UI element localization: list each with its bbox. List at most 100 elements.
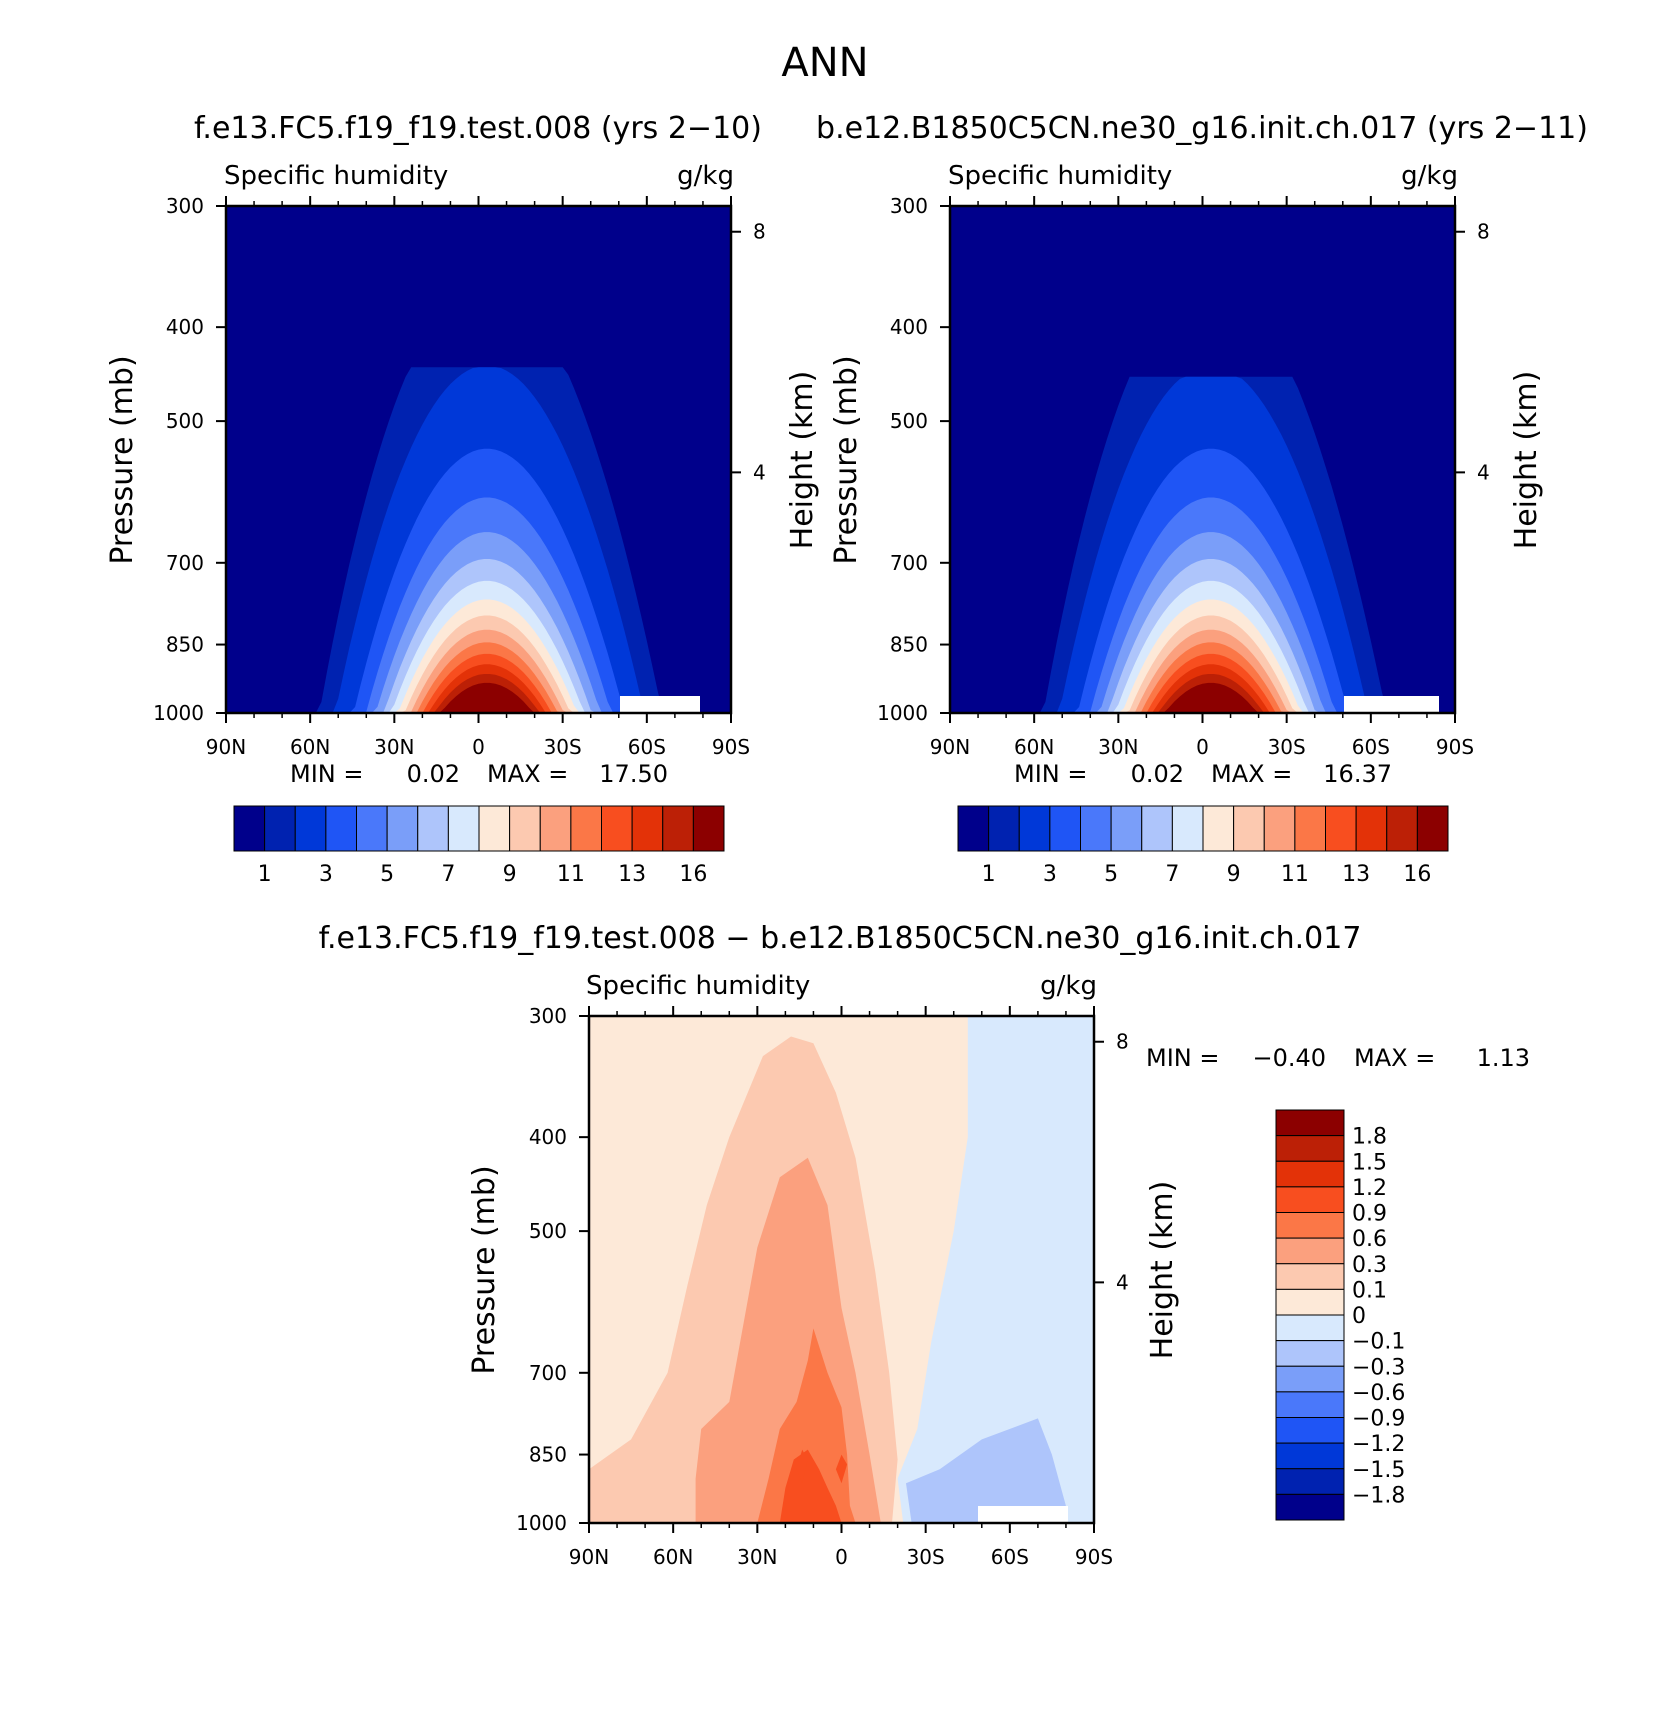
y-tick-label: 300 [529,1004,567,1028]
colorbar-label: −0.1 [1352,1330,1405,1355]
colorbar-label: −1.8 [1352,1483,1405,1508]
colorbar-box [325,805,357,852]
panel2-ylabel: Pressure (mb) [829,355,864,564]
colorbar-box [509,805,541,852]
panel3-colorbar: 1.81.51.20.90.60.30.10−0.1−0.3−0.6−0.9−1… [1275,1109,1405,1521]
colorbar-box [1416,805,1449,852]
y-tick-label: 400 [529,1125,567,1149]
y-tick-label: 300 [890,194,928,218]
colorbar-label: 3 [319,862,333,887]
colorbar-box [1275,1340,1345,1367]
colorbar-box [1275,1237,1345,1265]
y2-tick-label: 8 [753,220,766,244]
y-tick-label: 850 [166,633,204,657]
x-tick-label: 60S [1352,735,1390,759]
x-tick-label: 90S [712,735,750,759]
panel1-max-value: 17.50 [599,760,668,788]
colorbar-box [1263,805,1296,852]
y2-tick-label: 8 [1477,220,1490,244]
colorbar-box [539,805,572,852]
panel1-y2label: Height (km) [785,371,820,550]
colorbar-label: 16 [679,862,707,887]
colorbar-box [1355,805,1388,852]
panel1-variable: Specific humidity [224,161,448,191]
colorbar-label: 1.2 [1352,1176,1387,1201]
diff-title: f.e13.FC5.f19_f19.test.008 − b.e12.B1850… [319,921,1362,956]
colorbar-box [264,805,296,852]
colorbar-label: 9 [503,862,517,887]
panel3-y2label: Height (km) [1145,1181,1180,1360]
colorbar-box [988,805,1020,852]
colorbar-label: 1 [982,862,996,887]
x-tick-label: 30S [1268,735,1306,759]
y-tick-label: 300 [166,194,204,218]
x-tick-label: 60S [991,1545,1029,1569]
colorbar-box [1275,1391,1345,1418]
y2-tick-label: 4 [1477,460,1490,484]
colorbar-box [386,805,419,852]
x-tick-label: 90N [206,735,246,759]
colorbar-box [294,805,327,852]
panel1: Specific humidity g/kg 90N 60N 30N 0 30S 60S 9… [105,161,820,887]
x-tick-label: 30S [907,1545,945,1569]
colorbar-label: 0.9 [1352,1202,1387,1227]
colorbar-box [1018,805,1051,852]
colorbar-box [1275,1442,1345,1470]
panel2-variable: Specific humidity [948,161,1172,191]
panel1-min-value: 0.02 [407,760,460,788]
y-tick-label: 700 [890,551,928,575]
panel2-units: g/kg [1401,161,1458,191]
colorbar-box [1275,1263,1345,1290]
colorbar-label: 16 [1403,862,1431,887]
y-tick-label: 1000 [877,701,928,725]
panel1-missing-region [620,696,700,713]
panel3: Specific humidity g/kg 90N 60N 30N 0 30S 60S 9… [467,971,1530,1569]
colorbar-label: 5 [1104,862,1118,887]
colorbar-label: 11 [1281,862,1309,887]
panel2-colorbar: 1 3 5 7 9 11 13 16 [957,805,1449,887]
panel2: Specific humidity g/kg 90N 60N 30N 0 30S 60S 9… [829,161,1544,887]
colorbar-box [1049,805,1081,852]
colorbar-label: −0.9 [1352,1407,1405,1432]
x-tick-label: 30N [374,735,414,759]
colorbar-label: 13 [1342,862,1370,887]
colorbar-box [1080,805,1112,852]
colorbar-label: 11 [557,862,585,887]
contour-fill [950,682,1455,713]
y-tick-label: 400 [166,315,204,339]
colorbar-label: 9 [1227,862,1241,887]
colorbar-label: 0.6 [1352,1227,1387,1252]
colorbar-label: −0.3 [1352,1355,1405,1380]
colorbar-box [1275,1288,1345,1316]
colorbar-box [1275,1314,1345,1342]
x-tick-label: 30N [737,1545,777,1569]
panel1-min-label: MIN = [290,760,363,788]
colorbar-box [1325,805,1357,852]
colorbar-box [1275,1365,1345,1393]
colorbar-box [1275,1135,1345,1162]
x-tick-label: 60N [653,1545,693,1569]
x-tick-label: 60N [290,735,330,759]
panel3-contours [589,1016,1094,1523]
colorbar-label: −1.5 [1352,1458,1405,1483]
colorbar-label: 0 [1352,1304,1366,1329]
panel3-variable: Specific humidity [586,971,810,1001]
colorbar-box [1275,1468,1345,1495]
colorbar-box [692,805,725,852]
panel3-min-value: −0.40 [1252,1044,1326,1072]
x-tick-label: 90N [569,1545,609,1569]
y-tick-label: 500 [529,1219,567,1243]
panel1-colorbar: 1 3 5 7 9 11 13 16 [233,805,725,887]
colorbar-box [570,805,602,852]
contour-fill [906,1418,1066,1523]
y-tick-label: 1000 [153,701,204,725]
y-tick-label: 400 [890,315,928,339]
panel2-y2label: Height (km) [1509,371,1544,550]
colorbar-box [1275,1186,1345,1213]
panel2-contours [950,376,1455,713]
y-tick-label: 700 [166,551,204,575]
panel1-case-title: f.e13.FC5.f19_f19.test.008 (yrs 2−10) [194,111,762,146]
panel2-min-label: MIN = [1014,760,1087,788]
colorbar-box [1275,1160,1345,1188]
